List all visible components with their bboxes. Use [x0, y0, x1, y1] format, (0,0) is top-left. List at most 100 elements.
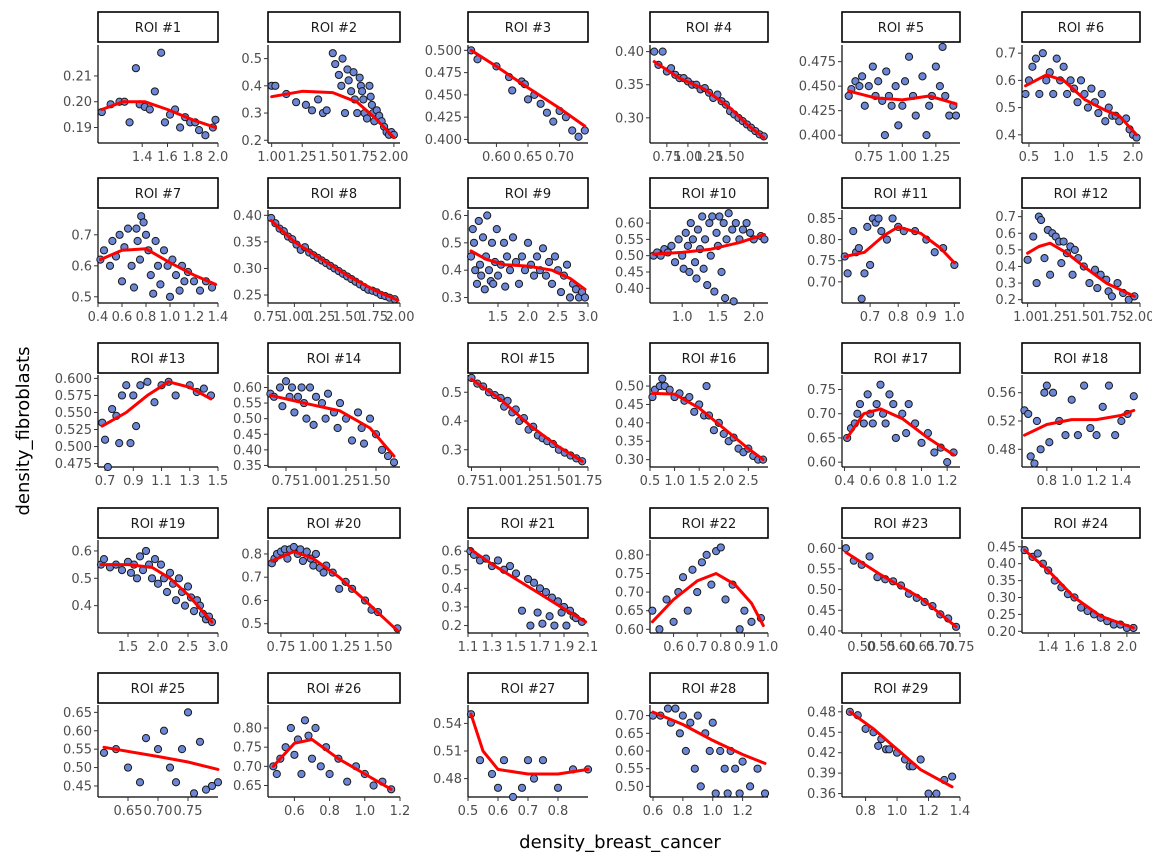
y-tick-label: 0.65	[615, 604, 644, 619]
x-tick-label: 1.6	[1064, 640, 1085, 655]
panel-title: ROI #15	[501, 352, 556, 367]
data-point	[712, 228, 721, 237]
data-point	[141, 546, 151, 556]
x-tick-label: 0.8	[1036, 474, 1057, 489]
data-point	[536, 99, 545, 108]
x-tick-label: 0.9	[916, 310, 937, 325]
y-tick-label: 0.45	[807, 726, 836, 741]
x-tick-label: 1.5	[1088, 150, 1109, 165]
y-tick-label: 0.5	[995, 243, 1016, 258]
y-tick-label: 0.475	[55, 457, 92, 472]
data-point	[529, 578, 539, 587]
data-point	[1073, 98, 1082, 107]
y-tick-label: 0.2	[241, 134, 262, 149]
smooth-line	[99, 563, 214, 624]
data-point	[692, 274, 701, 283]
y-tick-label: 0.6	[441, 209, 462, 224]
data-point	[126, 439, 135, 448]
data-point	[1024, 409, 1033, 419]
data-point	[475, 260, 485, 269]
data-point	[1098, 402, 1107, 411]
panel-strip	[97, 672, 219, 704]
data-point	[177, 745, 187, 754]
data-point	[307, 754, 317, 763]
x-tick-label: 0.8	[136, 310, 157, 325]
data-point	[323, 389, 333, 398]
x-tick-label: 1.25	[288, 150, 317, 165]
data-point	[1057, 259, 1066, 268]
data-point	[902, 429, 911, 438]
data-point	[535, 584, 545, 593]
y-tick-label: 0.75	[615, 567, 644, 582]
data-point	[122, 381, 131, 390]
data-point	[377, 445, 387, 454]
data-point	[865, 552, 874, 561]
data-point	[872, 399, 881, 409]
data-point	[550, 252, 560, 261]
y-tick-label: 0.60	[615, 623, 644, 638]
data-point	[331, 59, 340, 69]
data-point	[1023, 255, 1032, 264]
data-point	[314, 95, 323, 104]
x-tick-label: 0.5	[458, 804, 479, 819]
smooth-line	[843, 225, 956, 265]
data-point	[302, 414, 311, 423]
data-point	[670, 258, 680, 267]
data-point	[948, 772, 957, 781]
y-tick-label: 0.65	[807, 431, 836, 446]
data-point	[891, 433, 900, 443]
data-point	[550, 621, 559, 630]
data-point	[319, 568, 328, 577]
data-point	[523, 238, 533, 247]
data-point	[669, 617, 678, 626]
data-point	[716, 543, 725, 552]
data-point	[293, 392, 303, 401]
data-point	[693, 587, 702, 597]
data-point	[663, 704, 673, 713]
data-point	[667, 241, 676, 250]
smooth-line	[469, 249, 587, 291]
data-point	[885, 390, 894, 399]
data-point	[153, 579, 163, 588]
data-point	[123, 224, 133, 233]
y-tick-label: 0.40	[807, 624, 836, 639]
y-tick-label: 0.40	[615, 282, 644, 297]
data-point	[683, 606, 692, 615]
smooth-line	[847, 89, 958, 106]
data-point	[335, 584, 344, 593]
data-point	[487, 238, 497, 247]
data-point	[358, 87, 367, 96]
data-point	[760, 789, 770, 798]
data-point	[735, 789, 744, 798]
y-tick-label: 0.475	[799, 55, 836, 70]
data-point	[542, 108, 552, 117]
y-tick-label: 0.6	[441, 545, 462, 560]
panel-strip	[841, 507, 961, 539]
panel-strip	[467, 672, 589, 704]
data-point	[349, 68, 358, 77]
panel-17: ROI #17 0.4 0.6 0.8 1.0 1.2 0.60 0.65 0.70 0.75	[807, 342, 961, 489]
x-tick-label: 0.6	[643, 804, 664, 819]
y-tick-label: 0.6	[71, 259, 92, 274]
data-point	[549, 117, 558, 126]
y-tick-label: 0.75	[233, 741, 262, 756]
data-point	[171, 271, 181, 280]
data-point	[520, 266, 530, 275]
y-tick-label: 0.50	[615, 780, 644, 795]
x-tick-label: 2.0	[1123, 150, 1144, 165]
y-tick-label: 0.55	[615, 762, 644, 777]
y-tick-label: 0.55	[807, 562, 836, 577]
panel-10: ROI #10 1.0 1.5 2.0 0.400.45 0.500.550.60	[615, 177, 769, 325]
data-point	[943, 458, 952, 467]
y-axis-title: density_fibroblasts	[13, 346, 34, 515]
data-point	[574, 132, 583, 141]
data-point	[493, 783, 503, 792]
data-point	[864, 82, 873, 91]
x-tick-label: 0.6	[284, 804, 305, 819]
data-point	[153, 261, 163, 270]
data-point	[916, 755, 925, 764]
data-point	[287, 383, 297, 392]
data-point	[874, 77, 883, 86]
data-point	[1085, 278, 1094, 288]
data-point	[1076, 76, 1086, 85]
